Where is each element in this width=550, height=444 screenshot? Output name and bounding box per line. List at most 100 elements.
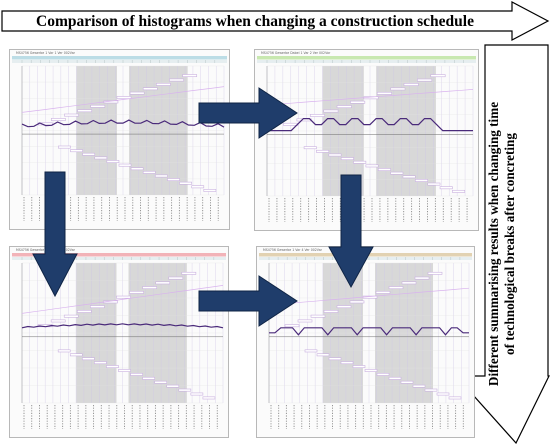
task-bar — [116, 295, 131, 299]
task-bar — [90, 104, 106, 108]
task-bar — [130, 373, 143, 376]
cumulative-line — [268, 287, 470, 306]
task-bar — [403, 83, 419, 86]
histogram-panel-bottom-left: MS4756 Gewerbe 1 Var 3 Ver 002Var — [9, 246, 229, 438]
task-bar — [427, 271, 443, 275]
task-bar — [202, 396, 216, 400]
header-strip — [12, 56, 227, 60]
task-bar — [401, 281, 417, 285]
task-bar — [284, 324, 300, 328]
diagram-title: Comparison of histograms when changing a… — [36, 13, 474, 30]
histogram-line — [21, 119, 225, 128]
task-bar — [439, 186, 453, 190]
task-bar — [336, 305, 352, 309]
task-bar — [116, 96, 132, 99]
histogram-chart-top-left — [12, 56, 227, 221]
task-bar — [156, 82, 171, 86]
task-bar — [94, 361, 107, 365]
header-strip — [257, 60, 476, 63]
task-bar — [106, 365, 119, 368]
task-bar — [178, 388, 192, 392]
task-bar — [352, 365, 366, 368]
task-bar — [167, 178, 180, 181]
task-bar — [190, 392, 204, 396]
histogram-line — [267, 117, 473, 132]
task-bar — [69, 353, 83, 357]
task-bar — [376, 373, 390, 376]
task-bar — [350, 100, 366, 104]
arrow-right-top — [198, 87, 298, 139]
task-bar — [169, 78, 184, 82]
histogram-chart-bottom-left — [12, 253, 226, 429]
task-bar — [427, 182, 441, 186]
task-bar — [340, 157, 354, 161]
task-bar — [328, 153, 342, 157]
task-bar — [316, 149, 330, 153]
cumulative-line — [21, 86, 225, 113]
task-bar — [129, 290, 144, 294]
task-bar — [376, 91, 392, 95]
task-bar — [353, 160, 367, 164]
histogram-panel-top-right: MS4756 Gewerbe Dabei 1 Var 2 Ver 002Var — [254, 49, 479, 231]
task-bar — [142, 87, 158, 91]
task-bar — [106, 160, 120, 163]
task-bar — [400, 380, 414, 384]
task-bar — [64, 113, 79, 117]
task-bar — [388, 286, 404, 290]
task-bar — [297, 319, 313, 323]
task-bar — [182, 74, 198, 78]
task-bar — [50, 319, 66, 323]
task-bar — [340, 361, 354, 365]
task-bar — [90, 305, 105, 309]
arrow-down-left — [32, 171, 78, 298]
task-bar — [364, 369, 378, 372]
arrow-right-bottom — [198, 275, 298, 327]
arrow-down-right — [328, 174, 374, 289]
side-label-line-2: of technological breaks after concreting — [502, 133, 517, 355]
task-bar — [402, 175, 416, 179]
task-bar — [303, 146, 317, 150]
task-bar — [155, 281, 171, 285]
task-bar — [166, 384, 180, 388]
task-bar — [388, 376, 402, 380]
task-bar — [191, 185, 205, 189]
header-strip — [12, 60, 227, 63]
task-bar — [181, 271, 197, 275]
panel-caption: MS4756 Gewerbe Dabei 1 Var 2 Ver 002Var — [261, 51, 331, 55]
histogram-chart-top-right — [257, 56, 476, 222]
task-bar — [417, 78, 433, 82]
task-bar — [142, 286, 157, 290]
task-bar — [323, 109, 339, 113]
task-bar — [390, 87, 406, 91]
panel-caption: MS4756 Gewerbe 1 Var 1 Ver 002Var — [16, 51, 75, 55]
task-bar — [328, 357, 342, 361]
task-bar — [142, 170, 156, 174]
task-bar — [94, 156, 108, 160]
panel-caption: MS4756 Gewerbe 1 Var 4 Ver 002Var — [263, 248, 322, 252]
task-bar — [58, 145, 71, 149]
task-bar — [309, 114, 325, 117]
task-bar — [154, 380, 168, 384]
cumulative-line — [266, 89, 474, 106]
task-bar — [76, 310, 92, 313]
task-bar — [82, 152, 96, 156]
task-bar — [336, 105, 352, 109]
histogram-line — [269, 327, 469, 336]
task-bar — [129, 91, 145, 95]
title-arrow — [1, 1, 550, 41]
header-strip — [12, 257, 226, 260]
task-bar — [365, 164, 379, 168]
task-bar — [142, 376, 155, 380]
task-bar — [412, 384, 426, 388]
header-strip — [257, 56, 476, 60]
task-bar — [310, 314, 326, 318]
task-bar — [349, 300, 365, 304]
task-bar — [304, 349, 318, 353]
task-bar — [424, 388, 438, 392]
header-strip — [12, 253, 226, 257]
task-bar — [155, 174, 168, 178]
task-bar — [63, 314, 79, 318]
task-bar — [179, 181, 192, 185]
task-bar — [203, 189, 217, 192]
task-bar — [436, 392, 450, 396]
